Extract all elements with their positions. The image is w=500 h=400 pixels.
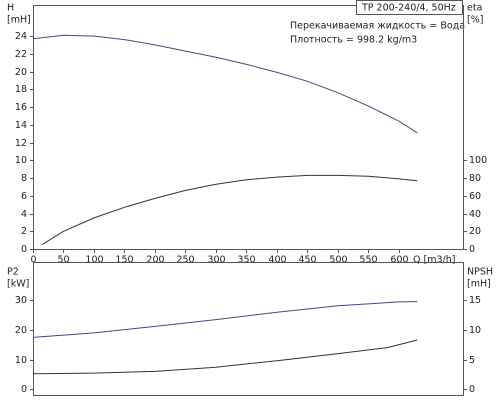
- y2-tick-label: 0: [469, 244, 475, 255]
- y-tick-label: 6: [21, 191, 27, 202]
- y2-tick-label: 0: [469, 384, 475, 395]
- y-tick-label: 10: [15, 355, 27, 366]
- curve: [32, 301, 418, 338]
- x-tick-label: 150: [115, 255, 133, 266]
- x-tick-label: 300: [207, 255, 225, 266]
- annotation: Перекачиваемая жидкость = Вода: [290, 21, 465, 32]
- x-tick-label: 450: [298, 255, 316, 266]
- curve: [32, 339, 418, 375]
- y-tick-label: 8: [21, 173, 27, 184]
- y2-axis-unit: [mH]: [467, 279, 491, 290]
- y-tick-label: 10: [15, 155, 27, 166]
- x-tick-label: 100: [85, 255, 103, 266]
- x-tick-label: 500: [329, 255, 347, 266]
- y2-axis-unit: [%]: [467, 15, 483, 26]
- y-tick-label: 4: [21, 209, 27, 220]
- y-tick-label: 20: [15, 325, 27, 336]
- x-tick-label: 200: [146, 255, 164, 266]
- y2-tick-label: 20: [469, 226, 481, 237]
- y-tick-label: 30: [15, 295, 27, 306]
- y2-tick-label: 40: [469, 209, 481, 220]
- y-axis-unit: [mH]: [7, 15, 31, 26]
- y-tick-label: 20: [15, 67, 27, 78]
- y2-axis-label: NPSH: [467, 267, 493, 278]
- y2-tick-label: 60: [469, 191, 481, 202]
- plot-frame: [33, 5, 464, 250]
- y2-tick-label: 15: [469, 295, 481, 306]
- y2-tick-label: 5: [469, 355, 475, 366]
- y-axis-unit: [kW]: [7, 279, 29, 290]
- y-tick-label: 16: [15, 102, 27, 113]
- x-tick-label: 400: [268, 255, 286, 266]
- y2-tick-label: 10: [469, 325, 481, 336]
- x-tick-label: 550: [359, 255, 377, 266]
- y-tick-label: 12: [15, 138, 27, 149]
- plot-frame: [33, 262, 464, 396]
- y2-tick-label: 100: [469, 155, 487, 166]
- x-tick-label: 600: [390, 255, 408, 266]
- y-tick-label: 22: [15, 49, 27, 60]
- curve: [32, 34, 418, 134]
- y-tick-label: 14: [15, 120, 27, 131]
- y-axis-label: P2: [7, 267, 19, 278]
- y2-axis-label: eta: [467, 3, 482, 14]
- x-tick-label: 0: [30, 255, 36, 266]
- y-tick-label: 0: [21, 244, 27, 255]
- y2-tick-label: 80: [469, 173, 481, 184]
- chart-title: TP 200-240/4, 50Hz: [361, 3, 456, 14]
- y-tick-label: 18: [15, 84, 27, 95]
- x-tick-label: 350: [237, 255, 255, 266]
- x-tick-label: 50: [57, 255, 69, 266]
- x-tick-label: 250: [176, 255, 194, 266]
- y-tick-label: 0: [21, 384, 27, 395]
- y-axis-label: H: [7, 3, 14, 14]
- title-box: [356, 0, 463, 15]
- y-tick-label: 24: [15, 31, 27, 42]
- annotation: Плотность = 998.2 kg/m3: [290, 35, 417, 46]
- y-tick-label: 2: [21, 226, 27, 237]
- x-axis-label: Q [m3/h]: [413, 255, 455, 266]
- curve: [41, 174, 418, 246]
